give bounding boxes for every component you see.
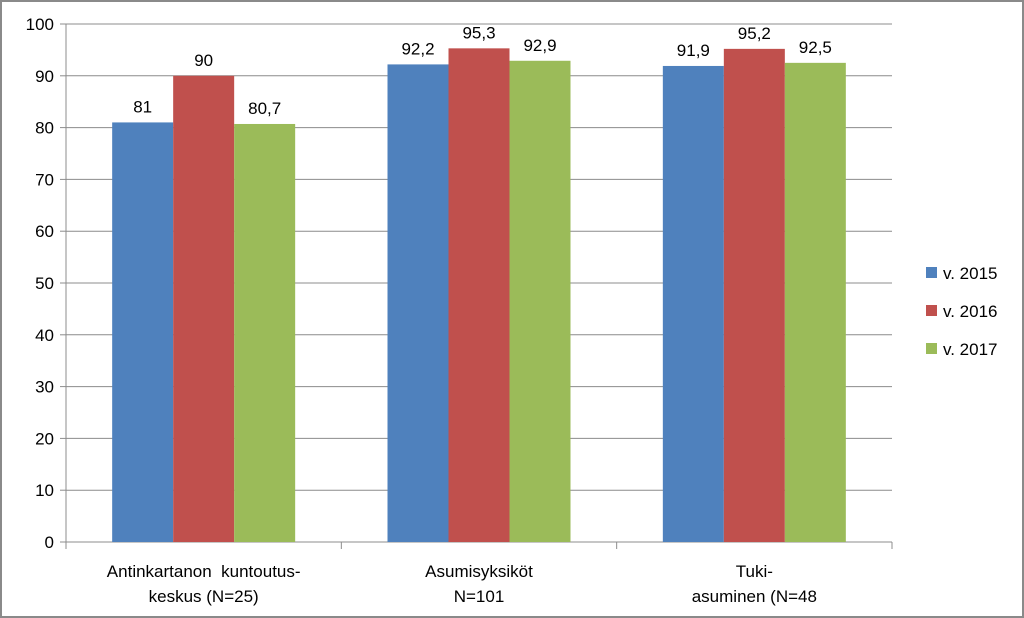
- category-label: N=101: [454, 587, 505, 606]
- y-tick-label: 80: [35, 119, 54, 138]
- y-tick-label: 30: [35, 378, 54, 397]
- legend-label: v. 2015: [943, 264, 998, 283]
- y-tick-label: 50: [35, 274, 54, 293]
- category-label: Tuki-: [736, 562, 773, 581]
- data-label: 92,9: [523, 36, 556, 55]
- y-tick-label: 70: [35, 170, 54, 189]
- data-label: 90: [194, 51, 213, 70]
- y-tick-label: 40: [35, 326, 54, 345]
- category-label: Antinkartanon kuntoutus-: [107, 562, 301, 581]
- data-label: 92,5: [799, 38, 832, 57]
- data-label: 92,2: [401, 39, 434, 58]
- legend-swatch: [926, 305, 937, 316]
- bar: [173, 75, 235, 543]
- y-tick-label: 90: [35, 67, 54, 86]
- bar: [723, 48, 785, 542]
- data-label: 81: [133, 97, 152, 116]
- legend-label: v. 2016: [943, 302, 998, 321]
- bar: [509, 60, 571, 542]
- y-tick-label: 10: [35, 481, 54, 500]
- data-label: 95,3: [462, 23, 495, 42]
- data-label: 91,9: [677, 41, 710, 60]
- category-label: Asumisyksiköt: [425, 562, 533, 581]
- data-label: 80,7: [248, 99, 281, 118]
- bar: [112, 122, 174, 543]
- y-tick-label: 20: [35, 429, 54, 448]
- category-label: asuminen (N=48: [692, 587, 817, 606]
- legend-label: v. 2017: [943, 340, 998, 359]
- category-label: keskus (N=25): [149, 587, 259, 606]
- bar: [784, 62, 846, 542]
- bar: [662, 65, 724, 542]
- y-tick-label: 0: [45, 533, 54, 552]
- legend-swatch: [926, 267, 937, 278]
- data-label: 95,2: [738, 24, 771, 43]
- bar: [387, 64, 449, 543]
- y-tick-label: 100: [26, 15, 54, 34]
- bar: [448, 48, 510, 542]
- legend-swatch: [926, 343, 937, 354]
- bar: [234, 123, 296, 542]
- y-tick-label: 60: [35, 222, 54, 241]
